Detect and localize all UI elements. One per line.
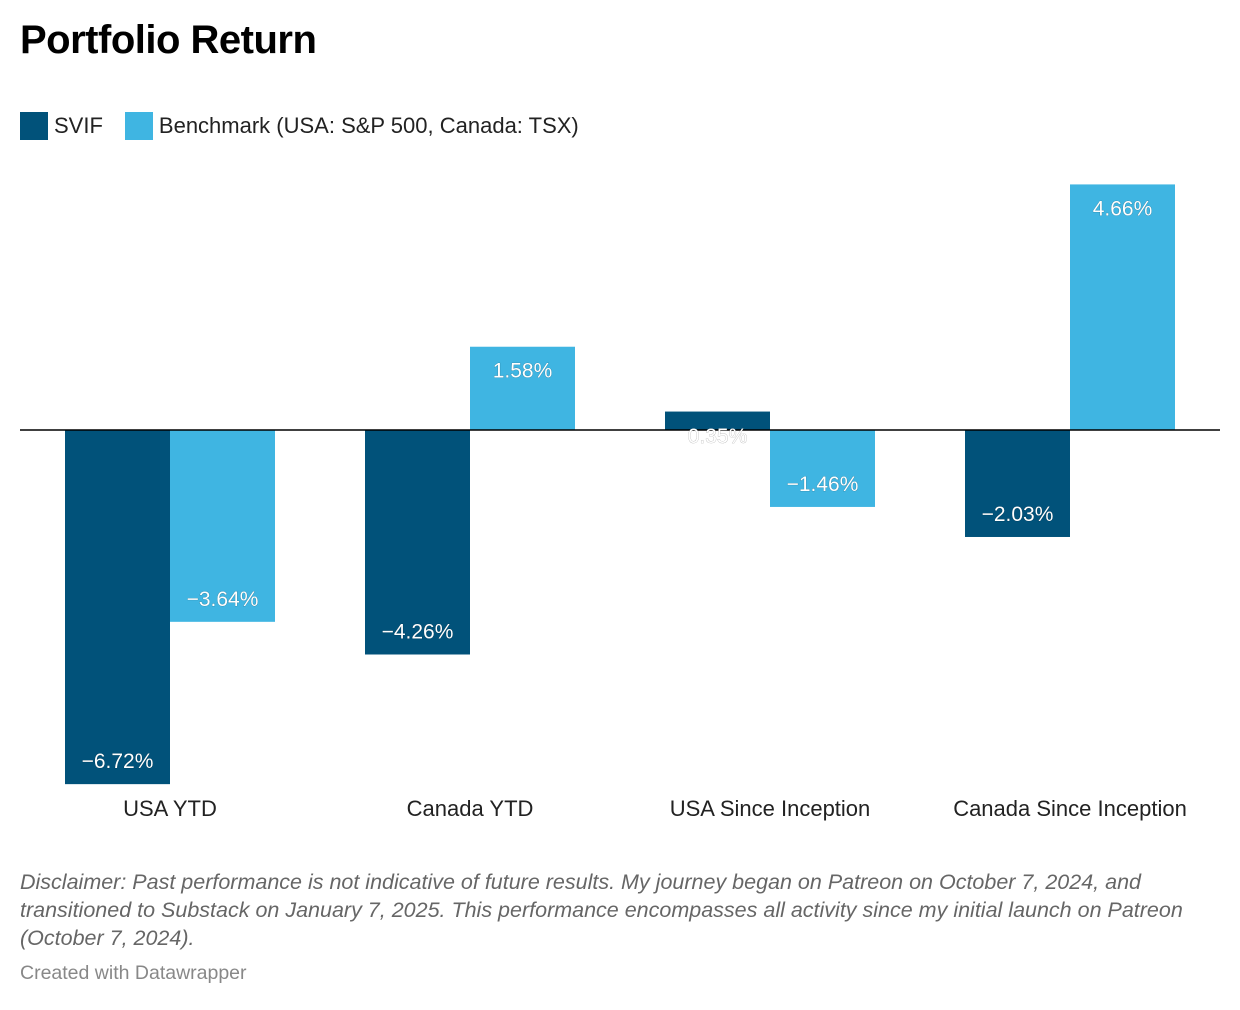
value-label-svif-canada-since-inception: −2.03%	[982, 503, 1054, 526]
value-label-svif-usa-since-inception: 0.35%	[688, 425, 748, 448]
bar-benchmark-usa-ytd	[170, 430, 275, 622]
category-label-canada-since-inception: Canada Since Inception	[953, 796, 1187, 821]
legend-item-benchmark: Benchmark (USA: S&P 500, Canada: TSX)	[124, 112, 579, 140]
legend: SVIF Benchmark (USA: S&P 500, Canada: TS…	[20, 112, 579, 140]
legend-label-svif: SVIF	[54, 113, 103, 138]
bar-svif-canada-since-inception	[965, 430, 1070, 537]
value-label-benchmark-usa-ytd: −3.64%	[187, 588, 259, 611]
legend-swatch-benchmark	[124, 112, 153, 140]
category-label-usa-since-inception: USA Since Inception	[670, 796, 871, 821]
bar-svif-usa-ytd	[65, 430, 170, 785]
category-label-usa-ytd: USA YTD	[123, 796, 217, 821]
legend-label-benchmark: Benchmark (USA: S&P 500, Canada: TSX)	[158, 113, 579, 138]
value-label-svif-usa-ytd: −6.72%	[82, 750, 154, 773]
bar-benchmark-canada-since-inception	[1070, 184, 1175, 430]
bar-svif-usa-since-inception	[665, 411, 770, 430]
bar-svif-canada-ytd	[365, 430, 470, 655]
legend-swatch-svif	[20, 112, 48, 140]
bar-chart: −6.72% −4.26% 0.35% −2.03% −3.64% 1.58% −1.46%…	[20, 184, 1220, 821]
bar-benchmark-canada-ytd	[470, 346, 575, 430]
value-label-benchmark-canada-ytd: 1.58%	[493, 360, 553, 383]
credit-text: Created with Datawrapper	[20, 962, 247, 984]
disclaimer-text: Disclaimer: Past performance is not indi…	[20, 870, 1183, 950]
value-label-benchmark-canada-since-inception: 4.66%	[1093, 197, 1153, 220]
bar-benchmark-usa-since-inception	[770, 430, 875, 507]
chart-title: Portfolio Return	[20, 18, 317, 62]
legend-item-svif: SVIF	[20, 112, 103, 140]
value-label-benchmark-usa-since-inception: −1.46%	[787, 473, 859, 496]
value-label-svif-canada-ytd: −4.26%	[382, 621, 454, 644]
category-label-canada-ytd: Canada YTD	[407, 796, 534, 821]
